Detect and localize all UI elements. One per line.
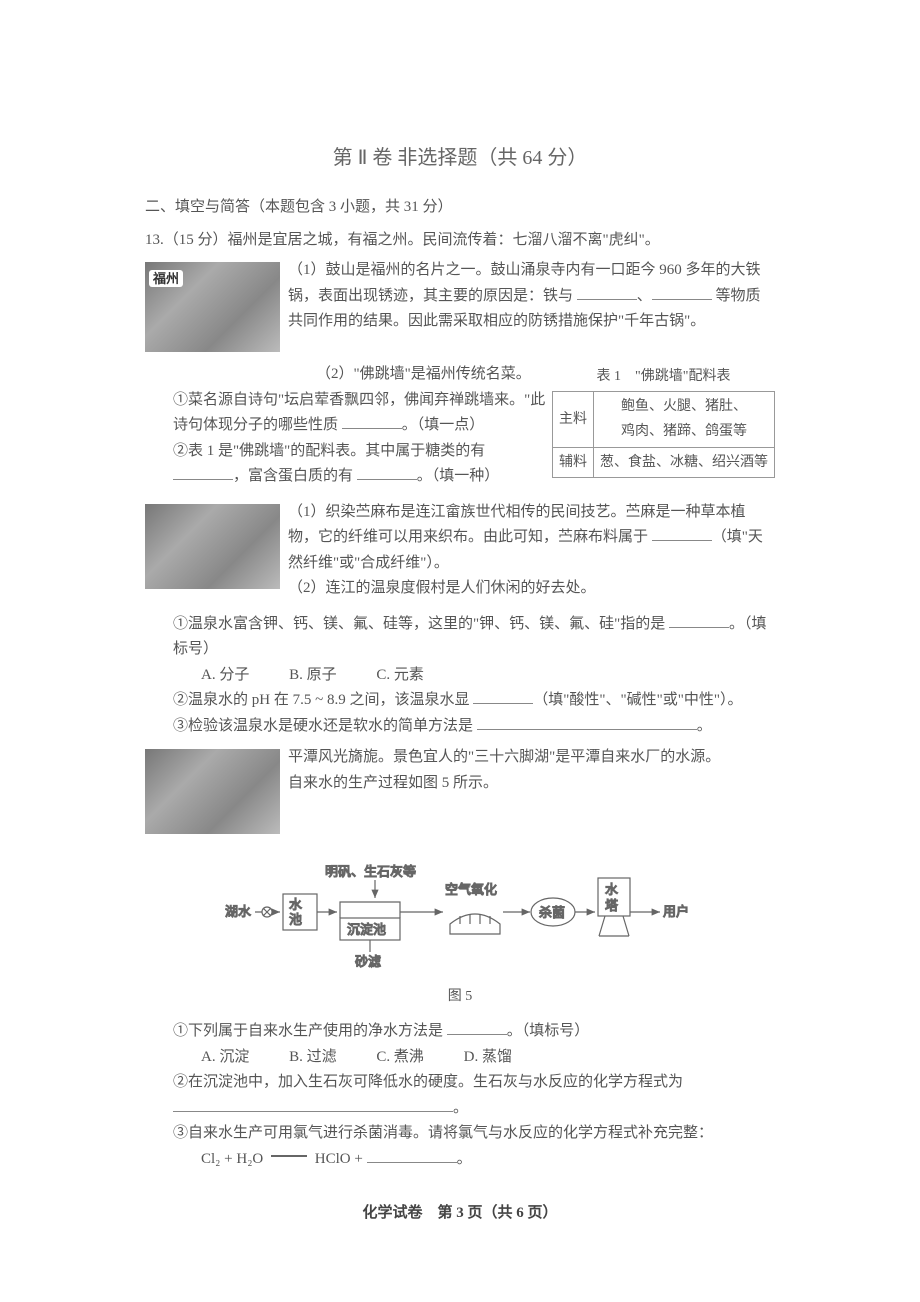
ingredient-table: 表 1 "佛跳墙"配料表 主料 鲍鱼、火腿、猪肚、 鸡肉、猪蹄、鸽蛋等 辅料 葱… (552, 364, 775, 478)
q13-b2-1-options: A. 分子 B. 原子 C. 元素 (145, 663, 775, 689)
option-B: B. 原子 (289, 663, 337, 689)
fuzhou-image: 福州 (145, 262, 280, 352)
blank (652, 284, 712, 300)
blank (173, 464, 233, 480)
table-cell: 葱、食盐、冰糖、绍兴酒等 (594, 447, 775, 477)
blank (577, 284, 637, 300)
text: ①下列属于自来水生产使用的净水方法是 (173, 1023, 447, 1039)
option-D: D. 蒸馏 (464, 1045, 512, 1071)
blank (447, 1019, 507, 1035)
q13-b2: （2）连江的温泉度假村是人们休闲的好去处。 (288, 576, 775, 602)
q13-c-intro: 平潭风光旖旎。景色宜人的"三十六脚湖"是平潭自来水厂的水源。 自来水的生产过程如… (288, 745, 775, 796)
blank (367, 1147, 457, 1163)
text: 。 (697, 718, 712, 734)
q13-b2-3: ③检验该温泉水是硬水还是软水的简单方法是 。 (145, 714, 775, 740)
text: 。（填一点） (402, 417, 485, 433)
table-cell: 辅料 (553, 447, 594, 477)
diagram-filter: 砂滤 (355, 954, 381, 969)
diagram-user: 用户 (663, 904, 689, 919)
diagram-caption: 图 5 (145, 984, 775, 1009)
cell-line: 鲍鱼、火腿、猪肚、 (600, 394, 768, 419)
text: ③检验该温泉水是硬水还是软水的简单方法是 (173, 718, 477, 734)
table-caption: 表 1 "佛跳墙"配料表 (552, 364, 775, 391)
lianjiang-image (145, 504, 280, 589)
text: 。（填一种） (417, 468, 500, 484)
blank (342, 413, 402, 429)
fuzhou-label: 福州 (149, 270, 183, 287)
water-process-diagram: 湖水 水 池 明矾、生石灰等 沉淀池 砂滤 空气氧化 杀菌 水 塔 (225, 846, 695, 976)
q13-c2: ②在沉淀池中，加入生石灰可降低水的硬度。生石灰与水反应的化学方程式为 (145, 1070, 775, 1096)
text: ①温泉水富含钾、钙、镁、氟、硅等，这里的"钾、钙、镁、氟、硅"指的是 (173, 616, 669, 632)
q13-part2-block: 表 1 "佛跳墙"配料表 主料 鲍鱼、火腿、猪肚、 鸡肉、猪蹄、鸽蛋等 辅料 葱… (145, 362, 775, 490)
text: ②表 1 是"佛跳墙"的配料表。其中属于糖类的有 (173, 443, 485, 459)
pingtan-image (145, 749, 280, 834)
diagram-settling: 沉淀池 (347, 922, 386, 937)
blank (357, 464, 417, 480)
q13-p1: （1）鼓山是福州的名片之一。鼓山涌泉寺内有一口距今 960 多年的大铁锅，表面出… (288, 258, 775, 335)
text: 。 (457, 1151, 472, 1167)
diagram-tower2: 塔 (605, 898, 618, 913)
section-title: 第 Ⅱ 卷 非选择题（共 64 分） (145, 140, 775, 176)
option-C: C. 煮沸 (376, 1045, 424, 1071)
text: （填"酸性"、"碱性"或"中性"）。 (533, 692, 742, 708)
eq-line-icon (271, 1155, 307, 1157)
q13-p1-text2: 、 (637, 288, 652, 304)
diagram-pool1: 水 (289, 897, 302, 912)
blank (477, 714, 697, 730)
q13-stem: 13.（15 分）福州是宜居之城，有福之州。民间流传着：七溜八溜不离"虎纠"。 (145, 227, 775, 254)
q13-b2-2: ②温泉水的 pH 在 7.5 ~ 8.9 之间，该温泉水显 （填"酸性"、"碱性… (145, 688, 775, 714)
text: （2）"佛跳墙"是福州传统名菜。 (316, 366, 531, 382)
q13-blockB: （1）织染苎麻布是连江畲族世代相传的民间技艺。苎麻是一种草本植物，它的纤维可以用… (145, 500, 775, 602)
diagram-pool2: 池 (289, 912, 302, 927)
text: 平潭风光旖旎。景色宜人的"三十六脚湖"是平潭自来水厂的水源。 (288, 745, 775, 771)
text: ②温泉水的 pH 在 7.5 ~ 8.9 之间，该温泉水显 (173, 692, 473, 708)
table-cell: 鲍鱼、火腿、猪肚、 鸡肉、猪蹄、鸽蛋等 (594, 392, 775, 447)
option-A: A. 分子 (201, 663, 249, 689)
cell-line: 鸡肉、猪蹄、鸽蛋等 (600, 419, 768, 444)
diagram-reagent: 明矾、生石灰等 (325, 864, 416, 879)
eq-left: Cl₂ + H₂O (201, 1151, 263, 1167)
q13-c3-eq: Cl₂ + H₂O HClO + 。 (145, 1147, 775, 1173)
blank (473, 688, 533, 704)
option-B: B. 过滤 (289, 1045, 337, 1071)
q13-blockC: 平潭风光旖旎。景色宜人的"三十六脚湖"是平潭自来水厂的水源。 自来水的生产过程如… (145, 745, 775, 834)
q13-b1: （1）织染苎麻布是连江畲族世代相传的民间技艺。苎麻是一种草本植物，它的纤维可以用… (288, 500, 775, 577)
blank (173, 1096, 453, 1112)
blank (652, 525, 712, 541)
text: 。（填标号） (507, 1023, 590, 1039)
text: ③自来水生产可用氯气进行杀菌消毒。请将氯气与水反应的化学方程式补充完整： (173, 1125, 713, 1141)
text: 。 (453, 1100, 468, 1116)
eq-right: HClO + (315, 1151, 367, 1167)
text: （2）连江的温泉度假村是人们休闲的好去处。 (288, 580, 596, 596)
q13-b2-1: ①温泉水富含钾、钙、镁、氟、硅等，这里的"钾、钙、镁、氟、硅"指的是 。（填标号… (145, 612, 775, 663)
q13-c2-blank: 。 (145, 1096, 775, 1122)
text: ②在沉淀池中，加入生石灰可降低水的硬度。生石灰与水反应的化学方程式为 (173, 1074, 683, 1090)
q13-c1-options: A. 沉淀 B. 过滤 C. 煮沸 D. 蒸馏 (145, 1045, 775, 1071)
text: 自来水的生产过程如图 5 所示。 (288, 771, 775, 797)
table-cell: 主料 (553, 392, 594, 447)
diagram-lake: 湖水 (225, 904, 251, 919)
option-A: A. 沉淀 (201, 1045, 249, 1071)
q13-c3: ③自来水生产可用氯气进行杀菌消毒。请将氯气与水反应的化学方程式补充完整： (145, 1121, 775, 1147)
page-footer: 化学试卷 第 3 页（共 6 页） (145, 1200, 775, 1227)
text: ，富含蛋白质的有 (233, 468, 357, 484)
subsection-heading: 二、填空与简答（本题包含 3 小题，共 31 分） (145, 194, 775, 221)
diagram-tower1: 水 (605, 882, 618, 897)
option-C: C. 元素 (376, 663, 424, 689)
diagram-aeration: 空气氧化 (445, 882, 497, 897)
table-row: 主料 鲍鱼、火腿、猪肚、 鸡肉、猪蹄、鸽蛋等 (553, 392, 775, 447)
diagram-sterilize: 杀菌 (539, 905, 565, 920)
q13-c1: ①下列属于自来水生产使用的净水方法是 。（填标号） (145, 1019, 775, 1045)
blank (669, 612, 729, 628)
q13-part1-block: 福州 （1）鼓山是福州的名片之一。鼓山涌泉寺内有一口距今 960 多年的大铁锅，… (145, 258, 775, 352)
table-row: 辅料 葱、食盐、冰糖、绍兴酒等 (553, 447, 775, 477)
